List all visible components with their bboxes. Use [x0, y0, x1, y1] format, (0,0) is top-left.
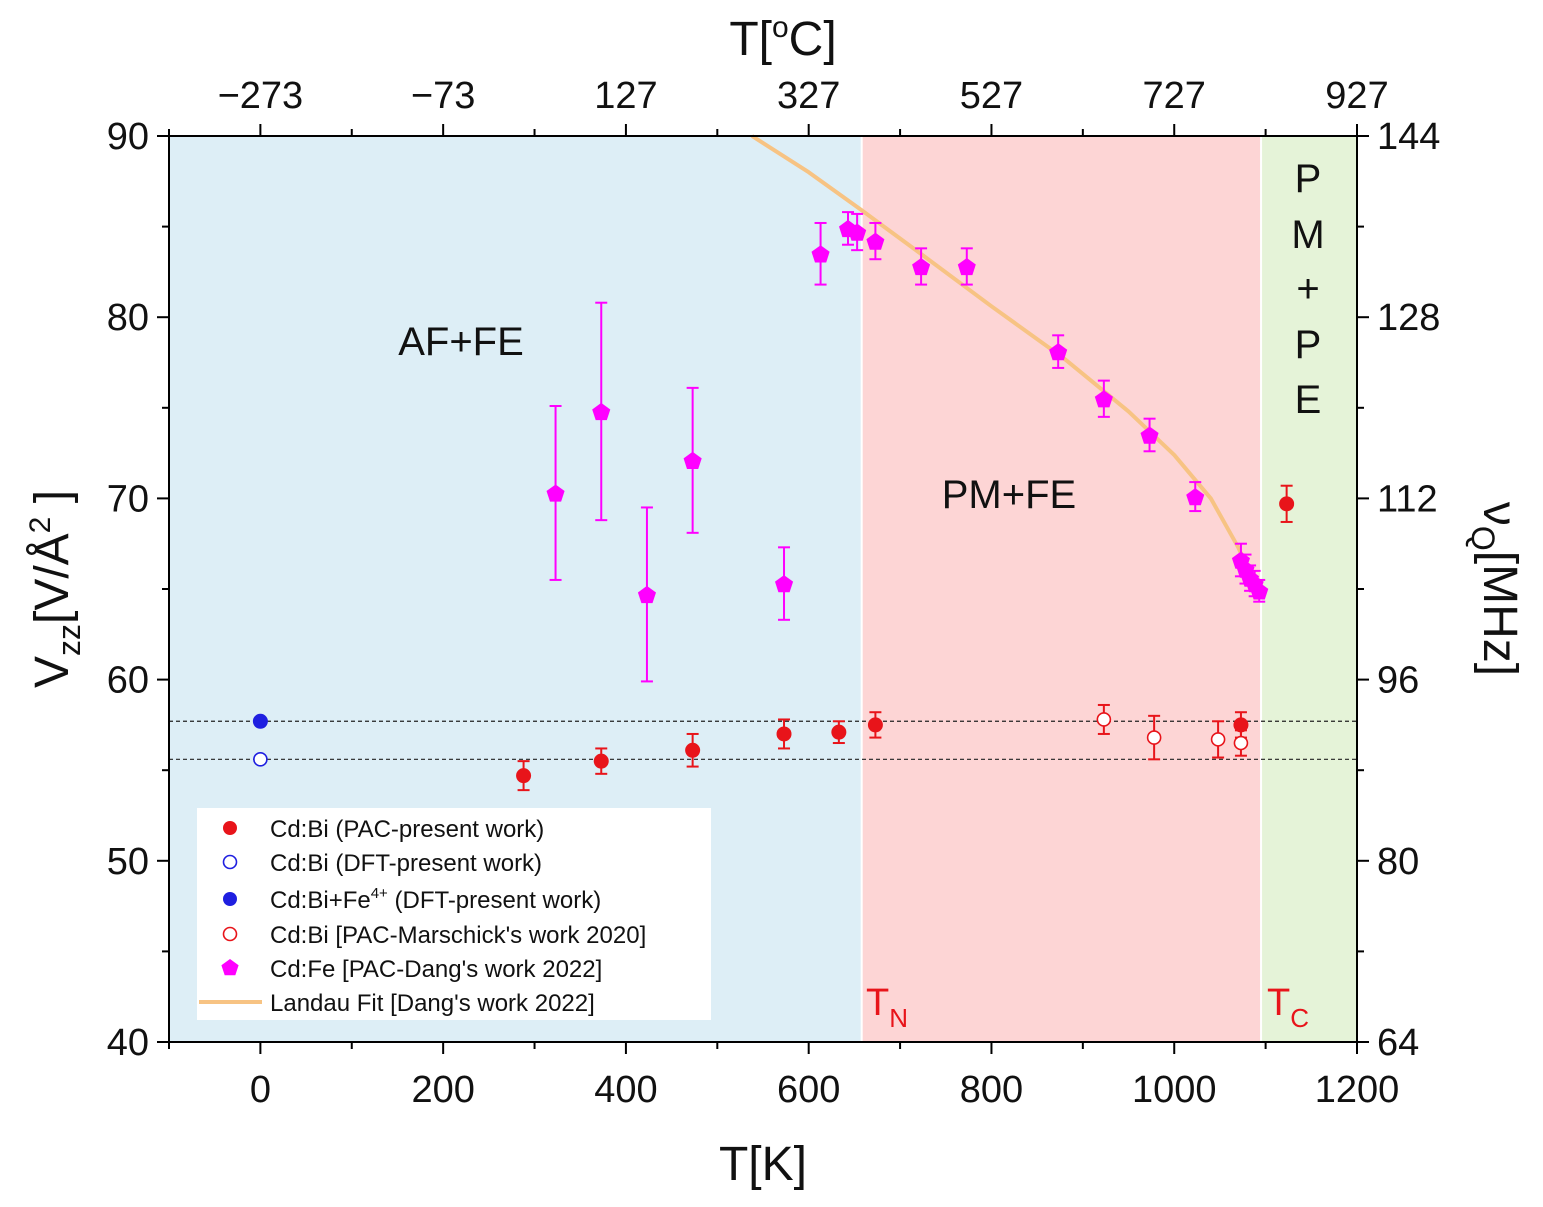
dang-point: [848, 223, 867, 241]
legend-marker-dft-present: [222, 854, 238, 870]
data-markers: [252, 219, 1295, 784]
region-pm-fe: [861, 136, 1262, 1042]
top-tick-label: 527: [960, 75, 1023, 117]
dang-point: [811, 245, 830, 263]
marschick-point: [1096, 712, 1112, 727]
x-tick-label: 800: [960, 1069, 1023, 1111]
top-tick-label: 127: [594, 75, 657, 117]
dang-point: [866, 232, 885, 250]
region-label-pm-fe: PM+FE: [942, 473, 1076, 517]
region-label-pm-pe-line: +: [1296, 267, 1319, 311]
pac-present-point: [685, 742, 701, 758]
dang-point: [1250, 582, 1269, 600]
dft-fe4-point: [252, 713, 268, 729]
x-axis-title: T[K]: [719, 1138, 807, 1191]
region-pm-pe: [1261, 136, 1357, 1042]
right-tick-label: 112: [1377, 478, 1438, 520]
dang-point: [1186, 488, 1205, 506]
top-axis-title: T[oC]: [729, 11, 836, 66]
region-label-pm-pe-line: P: [1295, 323, 1322, 367]
legend-marker-dang: [221, 959, 239, 976]
pac-present-point: [1233, 717, 1249, 733]
region-label-pm-pe-line: E: [1295, 378, 1322, 422]
y-tick-label: 70: [107, 478, 149, 520]
right-tick-label: 80: [1377, 841, 1419, 883]
legend-marker-marschick: [222, 926, 238, 942]
legend-label-dft-present: Cd:Bi (DFT-present work): [270, 850, 542, 877]
legend: Cd:Bi (PAC-present work) Cd:Bi (DFT-pres…: [197, 808, 711, 1020]
pac-present-point: [593, 753, 609, 769]
right-tick-label: 64: [1377, 1022, 1419, 1064]
legend-label-pac-present: Cd:Bi (PAC-present work): [270, 816, 544, 843]
dang-point: [546, 484, 565, 502]
pac-present-point: [776, 726, 792, 742]
right-axis-title: νQ[MHz]: [1465, 502, 1526, 676]
legend-label-landau: Landau Fit [Dang's work 2022]: [270, 990, 595, 1017]
legend-marker-dft-fe4: [223, 892, 237, 906]
y-tick-label: 60: [107, 660, 149, 702]
legend-label-marschick: Cd:Bi [PAC-Marschick's work 2020]: [270, 922, 646, 949]
x-tick-label: 400: [594, 1069, 657, 1111]
tc-label: TC: [1267, 982, 1309, 1033]
region-label-pm-pe-line: M: [1291, 213, 1324, 257]
y-tick-label: 90: [107, 116, 149, 158]
tn-label: TN: [866, 982, 908, 1033]
y-tick-label: 80: [107, 297, 149, 339]
legend-label-dft-fe4: Cd:Bi+Fe4+ (DFT-present work): [270, 885, 601, 914]
top-tick-label: 927: [1325, 75, 1388, 117]
top-tick-label: −273: [218, 75, 304, 117]
right-tick-label: 96: [1377, 660, 1419, 702]
dang-point: [683, 451, 702, 469]
marschick-point: [1233, 735, 1249, 751]
right-tick-label: 128: [1377, 297, 1440, 339]
pac-present-point: [516, 768, 532, 784]
axes-ticks: 0 200 400 600 800 1000 1200 −273 −73 127 327 527 727…: [107, 75, 1441, 1111]
top-tick-label: −73: [411, 75, 475, 117]
dang-point: [912, 258, 931, 276]
pac-present-point: [867, 717, 883, 733]
dang-point: [957, 258, 976, 276]
legend-marker-pac-present: [223, 821, 237, 835]
dft-present-point: [253, 752, 268, 767]
dang-point: [1094, 390, 1113, 408]
pac-present-point: [1279, 496, 1295, 512]
x-tick-label: 1200: [1315, 1069, 1400, 1111]
y-tick-label: 40: [107, 1022, 149, 1064]
x-tick-label: 600: [777, 1069, 840, 1111]
dang-point: [1049, 343, 1068, 361]
region-label-pm-pe: P M + P E: [1291, 157, 1324, 422]
marschick-point: [1210, 732, 1226, 747]
marschick-point: [1146, 730, 1162, 745]
dang-point: [1140, 426, 1159, 444]
legend-box: [197, 808, 711, 1020]
region-label-af-fe: AF+FE: [398, 320, 524, 364]
top-tick-label: 727: [1143, 75, 1206, 117]
x-tick-label: 200: [411, 1069, 474, 1111]
dang-point: [592, 402, 611, 421]
legend-label-dang: Cd:Fe [PAC-Dang's work 2022]: [270, 956, 602, 983]
pac-present-point: [831, 724, 847, 740]
y-tick-label: 50: [107, 841, 149, 883]
dang-point: [637, 585, 656, 604]
dang-point: [775, 575, 794, 593]
y-axis-title: Vzz[V/Å2 ]: [24, 490, 87, 688]
right-tick-label: 144: [1377, 116, 1440, 158]
x-tick-label: 1000: [1132, 1069, 1217, 1111]
x-tick-label: 0: [250, 1069, 271, 1111]
region-label-pm-pe-line: P: [1295, 157, 1322, 201]
top-tick-label: 327: [777, 75, 840, 117]
